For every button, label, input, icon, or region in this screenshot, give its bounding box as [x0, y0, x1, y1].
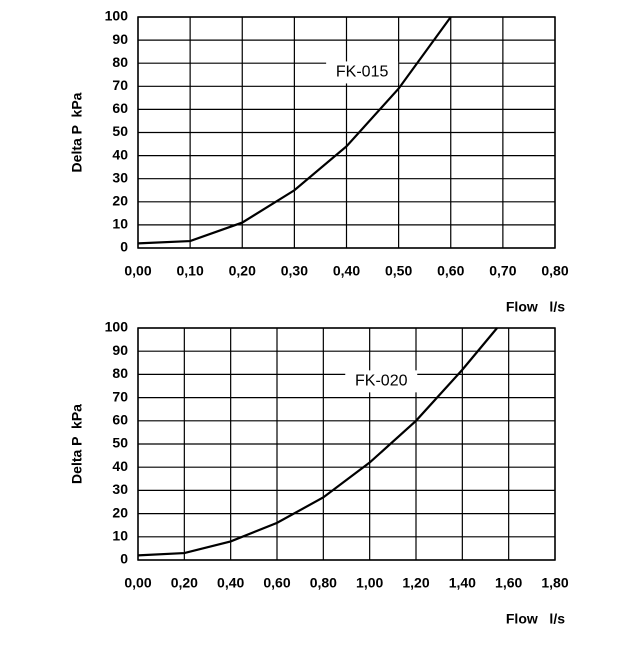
x-tick-label: 1,20 [402, 575, 429, 591]
y-tick-label: 70 [112, 388, 128, 404]
x-tick-label: 1,80 [541, 575, 568, 591]
x-tick-label: 1,60 [495, 575, 522, 591]
x-tick-label: 1,00 [356, 575, 383, 591]
x-tick-label: 0,60 [263, 575, 290, 591]
x-tick-label: 0,80 [310, 575, 337, 591]
series-annotation: FK-015 [336, 64, 389, 81]
y-tick-label: 30 [112, 169, 128, 185]
y-tick-label: 70 [112, 77, 128, 93]
x-tick-label: 0,20 [171, 575, 198, 591]
x-tick-label: 0,80 [541, 263, 568, 279]
series-annotation: FK-020 [355, 373, 408, 390]
y-tick-label: 100 [105, 8, 129, 24]
y-axis-label: Delta P kPa [69, 92, 85, 172]
x-tick-label: 0,00 [124, 575, 151, 591]
y-tick-label: 90 [112, 342, 128, 358]
y-tick-label: 30 [112, 481, 128, 497]
y-axis-label: Delta P kPa [69, 404, 85, 484]
x-tick-label: 0,40 [333, 263, 360, 279]
x-tick-label: 0,70 [489, 263, 516, 279]
x-tick-label: 0,60 [437, 263, 464, 279]
plot-frame [137, 16, 556, 249]
y-tick-label: 10 [112, 528, 128, 544]
x-tick-label: 0,30 [281, 263, 308, 279]
y-tick-label: 100 [105, 319, 129, 335]
y-tick-label: 0 [120, 239, 128, 255]
annotation-bg [345, 370, 418, 393]
y-tick-label: 0 [120, 551, 128, 567]
y-tick-label: 60 [112, 100, 128, 116]
data-line [137, 16, 452, 245]
y-tick-label: 80 [112, 54, 128, 70]
x-axis-label: Flow l/s [506, 611, 565, 627]
y-tick-label: 50 [112, 435, 128, 451]
x-tick-label: 0,40 [217, 575, 244, 591]
y-tick-label: 20 [112, 193, 128, 209]
x-tick-label: 0,10 [177, 263, 204, 279]
y-tick-label: 50 [112, 123, 128, 139]
annotation-bg [326, 61, 399, 84]
data-line [137, 327, 498, 557]
x-tick-label: 1,40 [449, 575, 476, 591]
plot-frame [137, 327, 556, 561]
x-tick-label: 0,00 [124, 263, 151, 279]
y-tick-label: 10 [112, 216, 128, 232]
y-tick-label: 20 [112, 504, 128, 520]
y-tick-label: 60 [112, 412, 128, 428]
x-axis-label: Flow l/s [506, 299, 565, 315]
x-tick-label: 0,50 [385, 263, 412, 279]
y-tick-label: 40 [112, 146, 128, 162]
y-tick-label: 40 [112, 458, 128, 474]
x-tick-label: 0,20 [229, 263, 256, 279]
y-tick-label: 80 [112, 365, 128, 381]
y-tick-label: 90 [112, 31, 128, 47]
